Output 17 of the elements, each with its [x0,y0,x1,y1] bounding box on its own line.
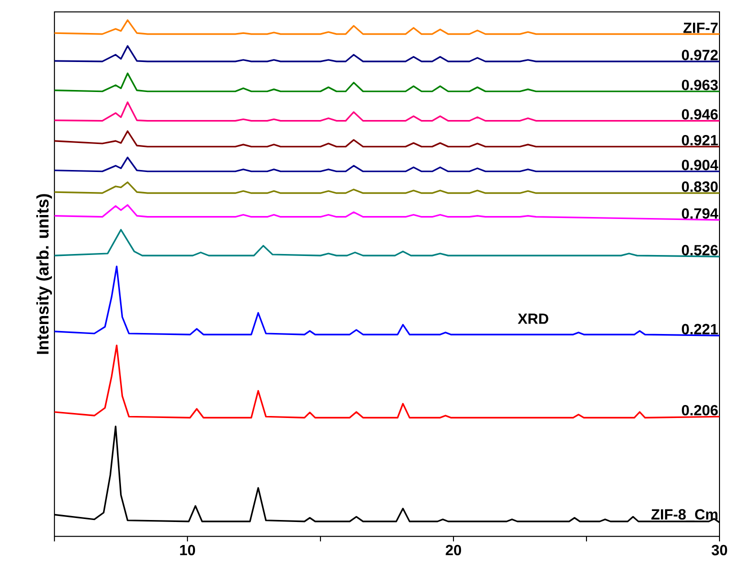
series-label: 0.946 [682,109,718,120]
series-label: 0.963 [682,80,718,90]
series-label: 0.794 [682,208,718,219]
series-label: 0.221 [682,324,718,334]
series-label: 0.830 [682,181,718,192]
x-tick-label: 20 [446,544,462,556]
x-tick-label: 30 [712,544,728,556]
x-tick-label: 10 [180,544,196,556]
y-axis-title: Intensity (arb. units) [36,194,52,354]
series-label: ZIF-7 [683,22,718,33]
series-label: 0.206 [682,404,718,416]
series-label: 0.972 [682,50,718,60]
series-label: 0.904 [682,160,718,170]
series-label: 0.526 [682,244,718,256]
annotation: XRD [518,314,548,324]
series-label: 0.921 [682,134,718,146]
series-label: ZIF-8_Cm [651,509,718,522]
